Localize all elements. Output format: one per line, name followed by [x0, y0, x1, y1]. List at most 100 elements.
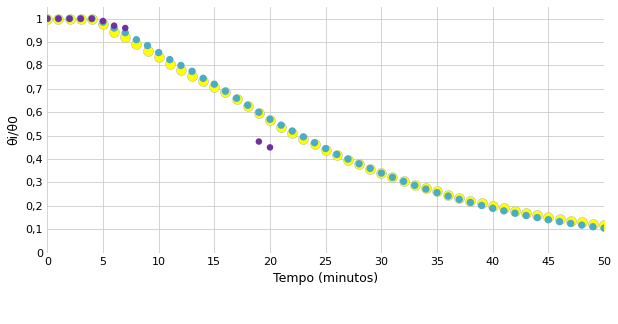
Lote 1 [87, 16, 97, 21]
Lote 1 [76, 16, 86, 21]
Lote 2 [76, 16, 86, 21]
Lote 2 [543, 217, 553, 222]
COMSOL [387, 175, 397, 180]
COMSOL [510, 208, 520, 213]
Lote 2 [488, 206, 497, 211]
COMSOL [298, 136, 308, 141]
COMSOL [243, 104, 253, 109]
Lote 2 [354, 161, 364, 166]
COMSOL [543, 214, 553, 219]
Lote 2 [454, 197, 464, 202]
COMSOL [365, 166, 375, 171]
Lote 2 [109, 25, 119, 30]
COMSOL [287, 130, 297, 135]
Lote 2 [276, 122, 286, 128]
Lote 2 [143, 43, 153, 48]
COMSOL [399, 178, 408, 183]
Lote 2 [521, 213, 531, 218]
COMSOL [76, 16, 86, 21]
COMSOL [310, 142, 320, 147]
Lote 1 [98, 18, 108, 24]
Lote 2 [165, 57, 175, 62]
Lote 1 [121, 25, 130, 30]
COMSOL [421, 186, 431, 191]
COMSOL [165, 61, 175, 66]
COMSOL [532, 213, 542, 218]
COMSOL [265, 118, 275, 123]
COMSOL [443, 192, 453, 197]
COMSOL [254, 111, 264, 116]
Y-axis label: θi/θ0: θi/θ0 [7, 114, 20, 145]
Lote 2 [54, 16, 64, 21]
COMSOL [376, 170, 386, 176]
COMSOL [276, 124, 286, 129]
COMSOL [221, 90, 231, 95]
Lote 2 [465, 200, 475, 205]
Lote 2 [221, 89, 231, 94]
Lote 2 [98, 19, 108, 25]
COMSOL [43, 16, 53, 21]
Lote 2 [432, 190, 442, 195]
COMSOL [132, 42, 142, 47]
Lote 2 [210, 82, 219, 87]
COMSOL [65, 16, 75, 21]
Lote 1 [265, 145, 275, 150]
Lote 2 [43, 16, 53, 21]
COMSOL [87, 16, 97, 21]
Lote 2 [399, 179, 408, 184]
Lote 2 [365, 166, 375, 171]
COMSOL [465, 198, 475, 203]
COMSOL [454, 195, 464, 200]
Lote 2 [254, 110, 264, 115]
Lote 1 [65, 16, 75, 21]
COMSOL [521, 210, 531, 215]
COMSOL [232, 97, 242, 102]
Lote 2 [65, 16, 75, 21]
Lote 2 [532, 215, 542, 220]
COMSOL [54, 16, 64, 21]
Lote 2 [87, 16, 97, 21]
Lote 2 [588, 224, 598, 229]
Lote 2 [310, 140, 320, 145]
COMSOL [332, 152, 342, 157]
COMSOL [432, 189, 442, 194]
Lote 2 [265, 117, 275, 122]
COMSOL [198, 79, 208, 84]
COMSOL [98, 22, 108, 27]
COMSOL [410, 182, 420, 187]
Lote 2 [499, 208, 509, 214]
COMSOL [599, 223, 609, 228]
COMSOL [499, 206, 509, 211]
Lote 2 [187, 69, 197, 74]
Lote 2 [387, 175, 397, 180]
Lote 1 [109, 23, 119, 28]
Lote 2 [554, 219, 564, 224]
Lote 2 [421, 186, 431, 191]
Lote 2 [121, 30, 130, 35]
COMSOL [488, 203, 497, 209]
COMSOL [588, 221, 598, 226]
COMSOL [565, 218, 575, 223]
Lote 2 [287, 128, 297, 133]
Lote 2 [410, 183, 420, 188]
Lote 2 [321, 146, 331, 151]
Lote 2 [343, 156, 353, 162]
COMSOL [343, 157, 353, 162]
COMSOL [176, 67, 186, 72]
Lote 2 [510, 211, 520, 216]
COMSOL [476, 201, 486, 206]
Lote 2 [476, 203, 486, 208]
COMSOL [187, 73, 197, 78]
Lote 2 [332, 152, 342, 157]
Lote 2 [565, 221, 575, 226]
COMSOL [321, 147, 331, 152]
Lote 2 [376, 170, 386, 176]
Lote 2 [443, 193, 453, 199]
COMSOL [109, 29, 119, 34]
Lote 2 [176, 63, 186, 68]
Lote 1 [43, 16, 53, 21]
Lote 2 [243, 103, 253, 108]
COMSOL [210, 85, 219, 90]
Lote 2 [577, 223, 586, 228]
Lote 2 [298, 134, 308, 139]
